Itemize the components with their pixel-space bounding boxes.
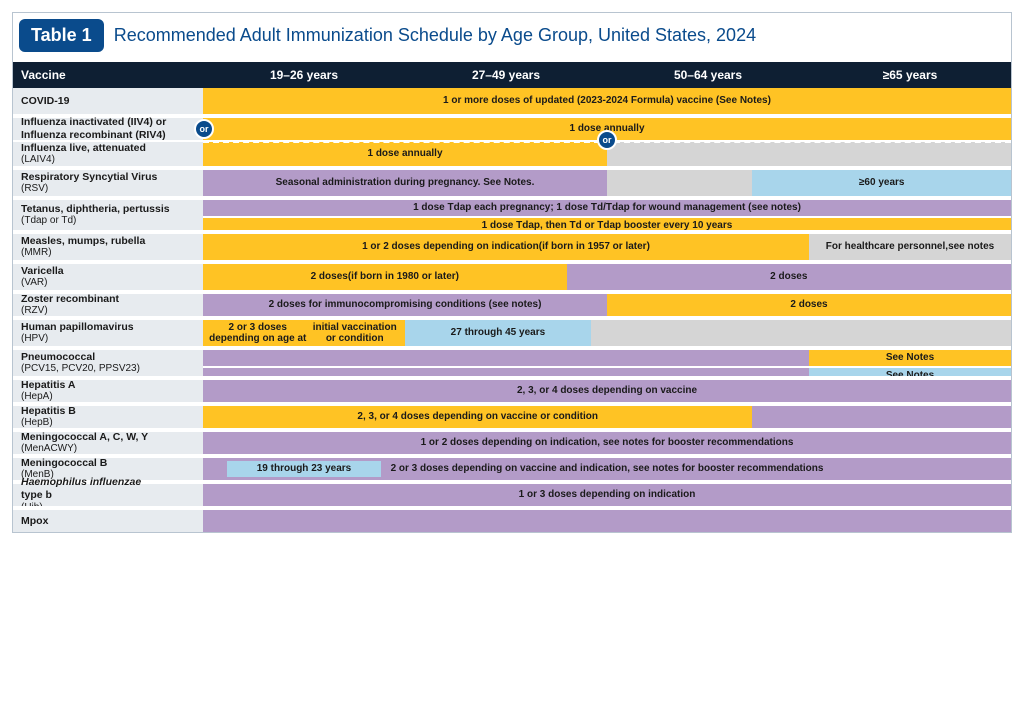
bar-segment: 1 dose Tdap each pregnancy; 1 dose Td/Td… xyxy=(203,200,1011,216)
vaccine-label-flu-iiv: Influenza inactivated (IIV4) orInfluenza… xyxy=(13,114,203,140)
bar-segment: 2 or 3 doses depending on age atinitial … xyxy=(203,320,405,346)
bar-segment: 2 doses(if born in 1980 or later) xyxy=(203,264,567,290)
vaccine-label-var: Varicella(VAR) xyxy=(13,260,203,290)
vaccine-label-hepa: Hepatitis A(HepA) xyxy=(13,376,203,402)
schedule-grid: COVID-191 or more doses of updated (2023… xyxy=(13,88,1011,532)
schedule-table: Table 1 Recommended Adult Immunization S… xyxy=(12,12,1012,533)
bars-rzv: 2 doses for immunocompromising condition… xyxy=(203,290,1011,316)
title-row: Table 1 Recommended Adult Immunization S… xyxy=(13,13,1011,62)
vaccine-label-rsv: Respiratory Syncytial Virus(RSV) xyxy=(13,166,203,196)
bar-segment: 1 or 2 doses depending on indication(if … xyxy=(203,234,809,260)
bars-tdap: 1 dose Tdap each pregnancy; 1 dose Td/Td… xyxy=(203,196,1011,230)
bar-segment: 1 or more doses of updated (2023-2024 Fo… xyxy=(203,88,1011,114)
or-badge: or xyxy=(194,119,214,139)
vaccine-label-tdap: Tetanus, diphtheria, pertussis(Tdap or T… xyxy=(13,196,203,230)
bar-segment: 2 doses xyxy=(567,264,1011,290)
vaccine-label-pcv: Pneumococcal(PCV15, PCV20, PPSV23) xyxy=(13,346,203,376)
bar-segment: ≥60 years xyxy=(752,170,1011,196)
table-badge: Table 1 xyxy=(19,19,104,52)
vaccine-label-hpv: Human papillomavirus(HPV) xyxy=(13,316,203,346)
col-header-age-3: ≥65 years xyxy=(809,62,1011,88)
bar-segment xyxy=(591,320,1011,346)
table-title: Recommended Adult Immunization Schedule … xyxy=(114,25,756,46)
bars-mmr: 1 or 2 doses depending on indication(if … xyxy=(203,230,1011,260)
bar-segment xyxy=(203,350,809,366)
bar-segment: 27 through 45 years xyxy=(405,320,591,346)
bar-segment xyxy=(752,406,1011,428)
bar-segment xyxy=(203,510,1011,532)
bars-flu-laiv: 1 dose annuallyor xyxy=(203,140,1011,166)
bar-segment: 2, 3, or 4 doses depending on vaccine xyxy=(203,380,1011,402)
bar-segment: 2, 3, or 4 doses depending on vaccine or… xyxy=(203,406,752,428)
bar-segment xyxy=(607,170,752,196)
bars-hepb: 2, 3, or 4 doses depending on vaccine or… xyxy=(203,402,1011,428)
bar-segment: 2 doses for immunocompromising condition… xyxy=(203,294,607,316)
bars-pcv: See NotesSee Notes xyxy=(203,346,1011,376)
vaccine-label-hepb: Hepatitis B(HepB) xyxy=(13,402,203,428)
bar-segment: For healthcare personnel,see notes xyxy=(809,234,1011,260)
bar-inset: 19 through 23 years xyxy=(227,461,381,477)
bars-menacwy: 1 or 2 doses depending on indication, se… xyxy=(203,428,1011,454)
bar-segment: 1 or 2 doses depending on indication, se… xyxy=(203,432,1011,454)
col-header-vaccine: Vaccine xyxy=(13,62,203,88)
bar-segment xyxy=(607,142,1011,166)
bars-menb: 2 or 3 doses depending on vaccine and in… xyxy=(203,454,1011,480)
col-header-age-2: 50–64 years xyxy=(607,62,809,88)
bars-mpox xyxy=(203,506,1011,532)
vaccine-label-menacwy: Meningococcal A, C, W, Y(MenACWY) xyxy=(13,428,203,454)
col-header-age-0: 19–26 years xyxy=(203,62,405,88)
bars-hpv: 2 or 3 doses depending on age atinitial … xyxy=(203,316,1011,346)
bars-rsv: Seasonal administration during pregnancy… xyxy=(203,166,1011,196)
bar-segment: See Notes xyxy=(809,350,1011,366)
vaccine-label-hib: Haemophilus influenzae type b(Hib) xyxy=(13,480,203,506)
header-row: Vaccine 19–26 years 27–49 years 50–64 ye… xyxy=(13,62,1011,88)
vaccine-label-flu-laiv: Influenza live, attenuated(LAIV4) xyxy=(13,140,203,166)
bars-hepa: 2, 3, or 4 doses depending on vaccine xyxy=(203,376,1011,402)
bar-segment: Seasonal administration during pregnancy… xyxy=(203,170,607,196)
vaccine-label-rzv: Zoster recombinant(RZV) xyxy=(13,290,203,316)
vaccine-label-mpox: Mpox xyxy=(13,506,203,532)
bar-segment: 1 dose annually xyxy=(203,142,607,166)
bars-hib: 1 or 3 doses depending on indication xyxy=(203,480,1011,506)
vaccine-label-mmr: Measles, mumps, rubella(MMR) xyxy=(13,230,203,260)
bar-segment: 1 or 3 doses depending on indication xyxy=(203,484,1011,506)
bars-var: 2 doses(if born in 1980 or later)2 doses xyxy=(203,260,1011,290)
vaccine-label-covid: COVID-19 xyxy=(13,88,203,114)
bars-covid: 1 or more doses of updated (2023-2024 Fo… xyxy=(203,88,1011,114)
bar-segment: 2 doses xyxy=(607,294,1011,316)
col-header-age-1: 27–49 years xyxy=(405,62,607,88)
or-badge: or xyxy=(597,130,617,150)
